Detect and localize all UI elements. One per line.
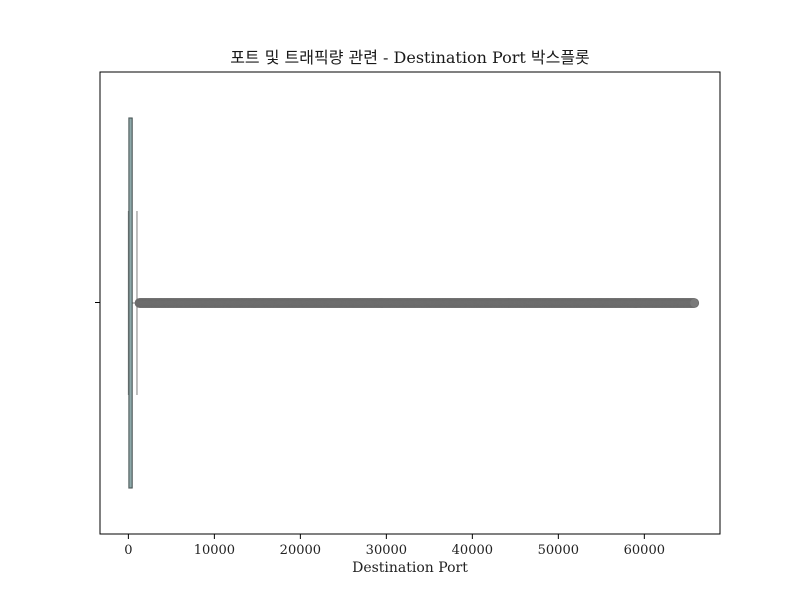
x-tick-label: 50000 (538, 543, 579, 558)
fliers (134, 298, 700, 308)
x-axis: 0 10000 20000 30000 40000 50000 60000 (124, 534, 665, 558)
x-tick-label: 20000 (280, 543, 321, 558)
x-tick-label: 60000 (624, 543, 665, 558)
x-tick-label: 40000 (452, 543, 493, 558)
x-tick-label: 30000 (366, 543, 407, 558)
flier-point (689, 298, 700, 308)
x-axis-label: Destination Port (352, 560, 468, 576)
x-tick-label: 0 (124, 543, 132, 558)
chart-title: 포트 및 트래픽량 관련 - Destination Port 박스플롯 (230, 48, 590, 67)
x-tick-label: 10000 (194, 543, 235, 558)
